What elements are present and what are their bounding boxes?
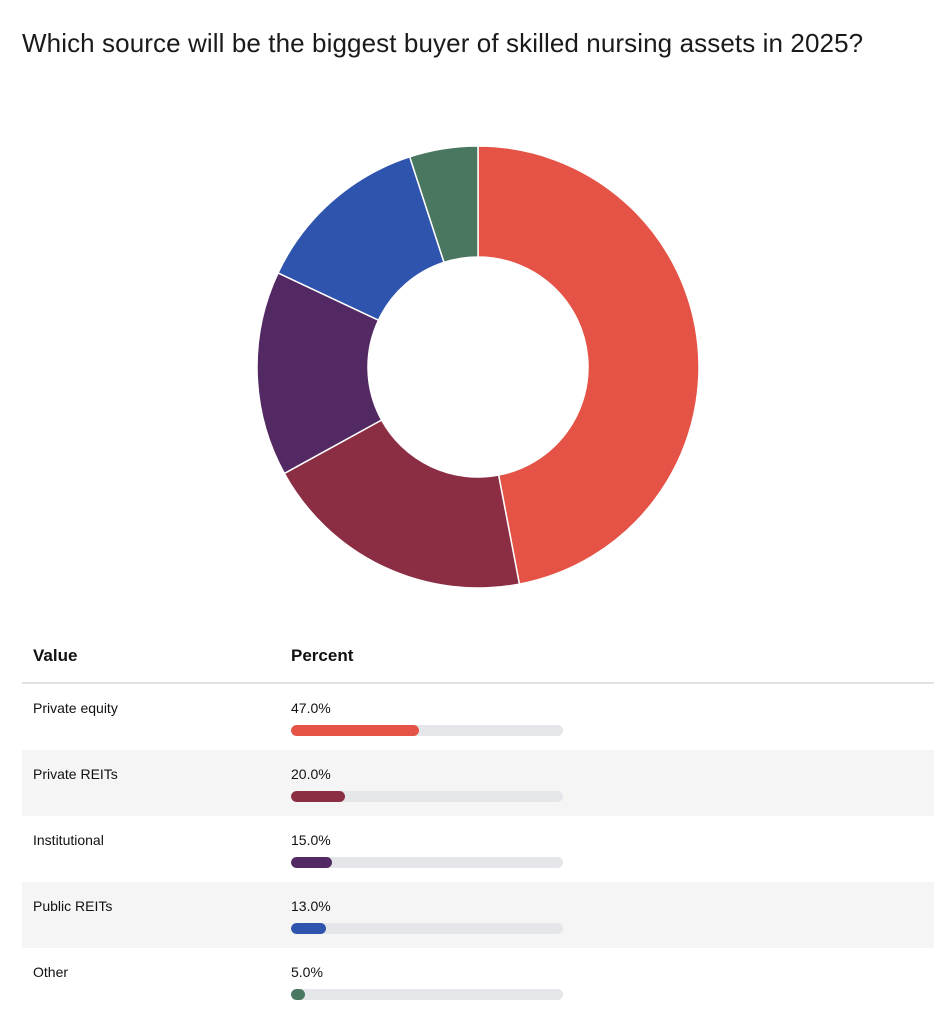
row-label: Public REITs xyxy=(33,898,113,914)
row-percent-cell: 5.0% xyxy=(291,948,563,1000)
donut-slice-private-equity[interactable] xyxy=(477,145,700,585)
percent-value: 15.0% xyxy=(291,832,331,848)
row-label: Private REITs xyxy=(33,766,118,782)
row-percent-cell: 13.0% xyxy=(291,882,563,934)
percent-bar-fill xyxy=(291,857,332,868)
percent-bar-fill xyxy=(291,923,327,934)
percent-bar-track xyxy=(291,923,563,934)
page-title: Which source will be the biggest buyer o… xyxy=(22,28,864,58)
results-table: Value Percent Private equity 47.0% Private… xyxy=(22,630,934,1014)
donut-slice-institutional[interactable] xyxy=(256,271,383,475)
percent-bar-track xyxy=(291,989,563,1000)
percent-bar-track xyxy=(291,791,563,802)
row-percent-cell: 15.0% xyxy=(291,816,563,868)
row-label: Private equity xyxy=(33,700,118,716)
row-label: Other xyxy=(33,964,69,980)
donut-chart-svg xyxy=(256,145,700,589)
donut-chart xyxy=(0,110,940,610)
percent-bar-fill xyxy=(291,791,346,802)
percent-bar-track xyxy=(291,725,563,736)
percent-value: 20.0% xyxy=(291,766,331,782)
percent-column-header: Percent xyxy=(291,646,354,665)
percent-bar-fill xyxy=(291,989,305,1000)
percent-bar-fill xyxy=(291,725,419,736)
donut-slice-private-reits[interactable] xyxy=(283,418,521,589)
donut-slice-other[interactable] xyxy=(408,145,479,264)
row-label: Institutional xyxy=(33,832,104,848)
table-row-public-reits: Public REITs 13.0% xyxy=(22,882,934,948)
table-body: Private equity 47.0% Private REITs 20.0% Ins… xyxy=(22,684,934,1014)
percent-bar-track xyxy=(291,857,563,868)
table-row-other: Other 5.0% xyxy=(22,948,934,1014)
table-header: Value Percent xyxy=(22,630,934,684)
table-row-private-reits: Private REITs 20.0% xyxy=(22,750,934,816)
row-percent-cell: 20.0% xyxy=(291,750,563,802)
row-percent-cell: 47.0% xyxy=(291,684,563,736)
percent-value: 47.0% xyxy=(291,700,331,716)
table-row-private-equity: Private equity 47.0% xyxy=(22,684,934,750)
percent-value: 5.0% xyxy=(291,964,323,980)
percent-value: 13.0% xyxy=(291,898,331,914)
table-row-institutional: Institutional 15.0% xyxy=(22,816,934,882)
value-column-header: Value xyxy=(33,646,78,665)
